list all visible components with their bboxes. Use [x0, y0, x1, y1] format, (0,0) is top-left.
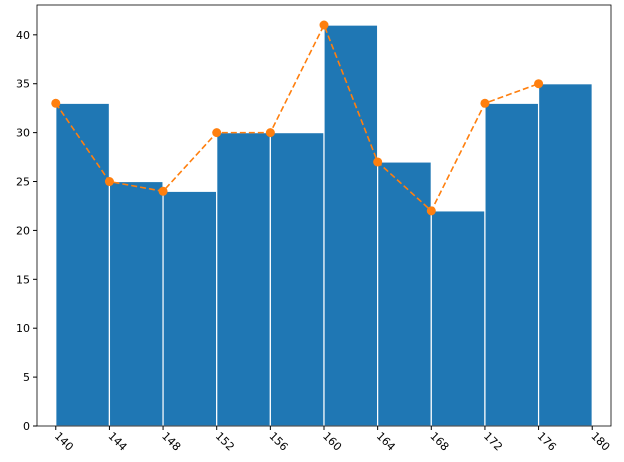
line-marker [534, 79, 544, 89]
y-tick-label: 40 [16, 29, 30, 42]
bar [55, 102, 111, 427]
line-marker [104, 177, 114, 187]
bar [269, 132, 325, 427]
bar [216, 132, 271, 427]
x-tick-label: 176 [535, 430, 559, 454]
line-marker [373, 157, 383, 167]
y-tick-label: 0 [23, 420, 30, 433]
bar [377, 161, 432, 427]
x-tick-label: 156 [266, 430, 290, 454]
y-tick-label: 20 [16, 224, 30, 237]
x-tick-label: 180 [588, 430, 612, 454]
y-tick-label: 25 [16, 176, 30, 189]
bar [484, 102, 540, 427]
x-tick-label: 152 [213, 430, 237, 454]
y-tick-label: 30 [16, 127, 30, 140]
y-tick-label: 5 [23, 371, 30, 384]
bar [537, 83, 593, 427]
x-tick-label: 148 [159, 430, 183, 454]
x-tick-label: 160 [320, 430, 344, 454]
line-marker [212, 128, 222, 138]
x-tick-label: 172 [481, 430, 505, 454]
line-marker [480, 98, 490, 108]
x-tick-label: 144 [106, 430, 130, 454]
line-marker [158, 186, 168, 196]
y-tick-label: 10 [16, 322, 30, 335]
y-tick-label: 15 [16, 273, 30, 286]
y-tick-label: 35 [16, 78, 30, 91]
line-marker [265, 128, 275, 138]
bar [323, 24, 379, 427]
line [55, 23, 539, 213]
bar [108, 180, 164, 427]
x-tick-label: 168 [427, 430, 451, 454]
bar [162, 190, 218, 427]
line-marker [426, 206, 436, 216]
line-marker [51, 98, 61, 108]
bar [430, 210, 486, 427]
x-tick-label: 164 [374, 430, 398, 454]
x-tick-label: 140 [52, 430, 76, 454]
line-marker [319, 20, 329, 30]
